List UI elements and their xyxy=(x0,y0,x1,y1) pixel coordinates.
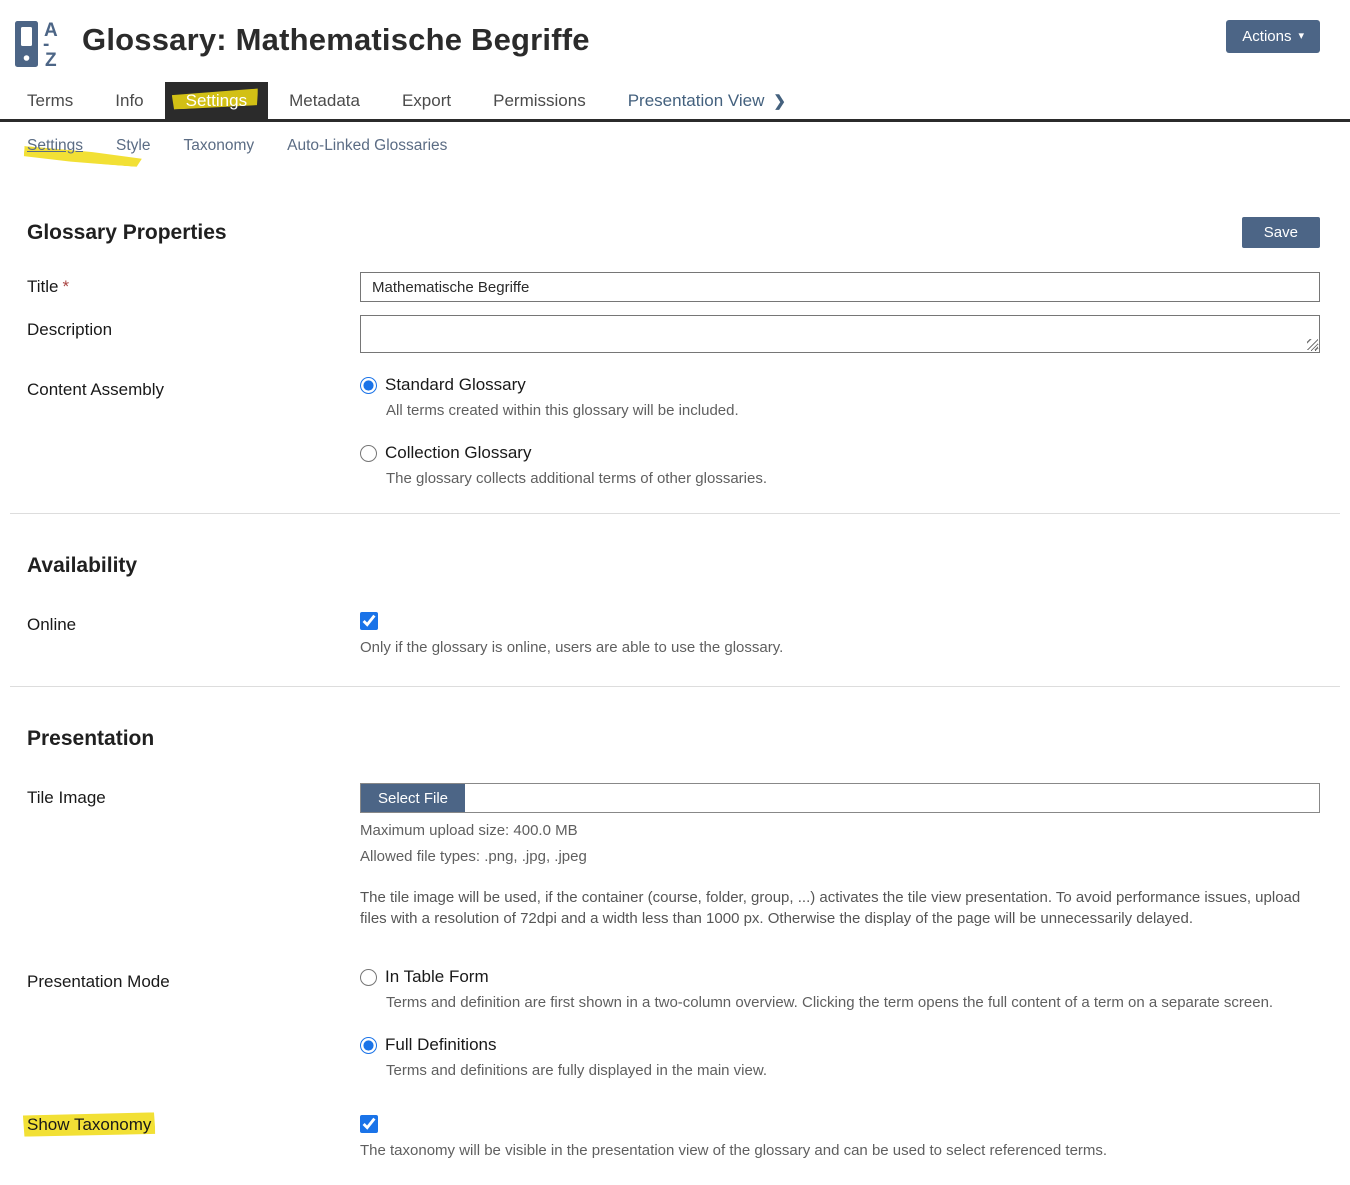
section-heading-availability: Availability xyxy=(27,554,138,577)
section-divider xyxy=(10,686,1340,687)
tile-image-file-field[interactable]: Select File xyxy=(360,783,1320,813)
allowed-types-byline: Allowed file types: .png, .jpg, .jpeg xyxy=(360,848,587,865)
full-definitions-radio[interactable] xyxy=(360,1036,377,1054)
tile-image-label: Tile Image xyxy=(27,788,106,807)
svg-text:-: - xyxy=(43,34,49,55)
glossary-icon: A - Z xyxy=(15,20,58,71)
presentation-mode-label: Presentation Mode xyxy=(27,972,170,991)
subtab-settings[interactable]: Settings xyxy=(27,137,83,155)
content-assembly-label: Content Assembly xyxy=(27,380,165,399)
full-definitions-byline: Terms and definitions are fully displaye… xyxy=(386,1062,768,1079)
collection-glossary-radio[interactable] xyxy=(360,444,377,462)
tab-bar: Terms Info Settings Metadata Export Perm… xyxy=(0,82,1350,122)
actions-button[interactable]: Actions ▾ xyxy=(1226,20,1320,53)
page-header: A - Z Glossary: Mathematische Begriffe A… xyxy=(0,0,1350,82)
subtab-auto-linked-glossaries[interactable]: Auto-Linked Glossaries xyxy=(287,137,448,154)
tab-settings-label: Settings xyxy=(185,90,248,110)
section-heading-presentation: Presentation xyxy=(27,727,155,750)
show-taxonomy-checkbox[interactable] xyxy=(360,1115,378,1133)
online-label: Online xyxy=(27,615,77,634)
select-file-button[interactable]: Select File xyxy=(361,784,466,812)
collection-glossary-byline: The glossary collects additional terms o… xyxy=(386,470,768,487)
show-taxonomy-label: Show Taxonomy xyxy=(27,1115,151,1135)
page-title: Glossary: Mathematische Begriffe xyxy=(82,22,590,57)
required-marker: * xyxy=(62,277,70,296)
tab-info[interactable]: Info xyxy=(115,90,144,110)
svg-text:A: A xyxy=(44,20,58,41)
in-table-form-label[interactable]: In Table Form xyxy=(385,967,489,986)
svg-text:Z: Z xyxy=(45,50,57,71)
tab-permissions[interactable]: Permissions xyxy=(493,90,586,110)
tab-metadata[interactable]: Metadata xyxy=(289,90,360,110)
tab-settings[interactable]: Settings xyxy=(164,82,269,119)
tab-terms[interactable]: Terms xyxy=(27,90,74,110)
standard-glossary-radio[interactable] xyxy=(360,376,377,394)
section-heading-glossary-properties: Glossary Properties xyxy=(27,220,227,244)
save-button[interactable]: Save xyxy=(1241,217,1320,248)
chevron-right-icon: ❯ xyxy=(773,92,786,110)
max-upload-byline: Maximum upload size: 400.0 MB xyxy=(360,822,578,839)
section-divider xyxy=(10,513,1340,514)
subtab-style[interactable]: Style xyxy=(116,137,151,154)
caret-down-icon: ▾ xyxy=(1298,30,1304,42)
subtab-bar: Settings Style Taxonomy Auto-Linked Glos… xyxy=(0,122,1350,169)
tile-image-info: The tile image will be used, if the cont… xyxy=(360,889,1301,927)
description-textarea[interactable] xyxy=(360,315,1320,353)
show-taxonomy-byline: The taxonomy will be visible in the pres… xyxy=(360,1142,1108,1159)
subtab-settings-label: Settings xyxy=(27,137,84,154)
full-definitions-label[interactable]: Full Definitions xyxy=(385,1035,497,1054)
title-label: Title * xyxy=(27,277,70,296)
actions-button-label: Actions xyxy=(1242,28,1292,45)
standard-glossary-label[interactable]: Standard Glossary xyxy=(385,375,526,394)
collection-glossary-label[interactable]: Collection Glossary xyxy=(385,443,532,462)
online-checkbox[interactable] xyxy=(360,612,378,630)
standard-glossary-byline: All terms created within this glossary w… xyxy=(386,402,739,419)
in-table-form-radio[interactable] xyxy=(360,968,377,986)
subtab-taxonomy[interactable]: Taxonomy xyxy=(183,137,255,154)
tab-presentation-view[interactable]: Presentation View ❯ xyxy=(607,82,807,119)
in-table-form-byline: Terms and definition are first shown in … xyxy=(386,994,1274,1011)
tab-presentation-view-label: Presentation View xyxy=(627,90,765,110)
description-label: Description xyxy=(27,320,113,339)
tab-export[interactable]: Export xyxy=(401,90,452,110)
online-byline: Only if the glossary is online, users ar… xyxy=(360,639,784,656)
title-input[interactable] xyxy=(360,272,1320,302)
